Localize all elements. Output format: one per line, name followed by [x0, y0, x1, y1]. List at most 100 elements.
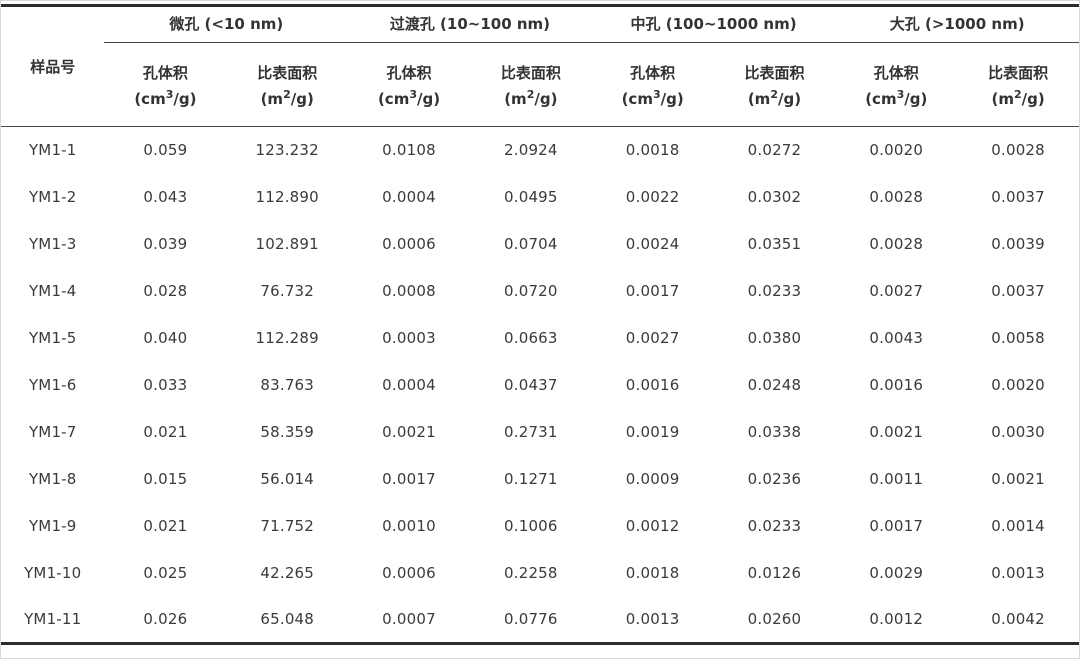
transition-surface-cell: 0.1006	[503, 517, 558, 535]
macropore-volume-cell: 0.0028	[869, 235, 924, 253]
micropore-surface-cell: 42.265	[260, 564, 315, 582]
pore-structure-table: 样品号 微孔 (<10 nm) 过渡孔 (10~100 nm) 中孔 (100~…	[1, 4, 1079, 645]
table-row: YM1-5 0.040 112.289 0.0003 0.0663 0.0027…	[1, 315, 1079, 362]
table-row: YM1-6 0.033 83.763 0.0004 0.0437 0.0016 …	[1, 362, 1079, 409]
mesopore-surface-cell: 0.0380	[747, 329, 802, 347]
micropore-surface-cell: 58.359	[260, 423, 315, 441]
macropore-volume-cell: 0.0021	[869, 423, 924, 441]
micropore-surface-cell: 83.763	[260, 376, 315, 394]
macropore-surface-cell: 0.0020	[991, 376, 1045, 394]
macropore-surface-cell: 0.0037	[991, 282, 1045, 300]
transition-surface-cell: 0.0495	[503, 188, 558, 206]
macropore-volume-cell: 0.0011	[869, 470, 924, 488]
mesopore-surface-cell: 0.0233	[747, 517, 802, 535]
micropore-surface-cell: 112.890	[255, 188, 319, 206]
transition-volume-cell: 0.0021	[382, 423, 436, 441]
column-header-sample: 样品号	[1, 5, 105, 127]
mesopore-volume-cell: 0.0027	[625, 329, 680, 347]
sub-header-row: 孔体积 (cm3/g) 比表面积 (m2/g) 孔体积 (cm3/g) 比表面积…	[1, 42, 1079, 127]
mesopore-volume-cell: 0.0018	[625, 141, 680, 160]
table-row: YM1-2 0.043 112.890 0.0004 0.0495 0.0022…	[1, 174, 1079, 221]
sample-id-cell: YM1-1	[28, 141, 77, 160]
sample-id-cell: YM1-2	[28, 188, 77, 206]
subcolumn-label: 比表面积	[988, 63, 1049, 82]
macropore-volume-cell: 0.0012	[869, 610, 924, 629]
macropore-volume-cell: 0.0027	[869, 282, 924, 300]
column-header-transition-volume: 孔体积 (cm3/g)	[348, 42, 470, 127]
micropore-volume-cell: 0.059	[143, 141, 188, 160]
mesopore-surface-cell: 0.0272	[747, 141, 802, 160]
column-group-micropore: 微孔 (<10 nm)	[104, 5, 349, 43]
mesopore-volume-cell: 0.0017	[625, 282, 680, 300]
micropore-surface-cell: 123.232	[255, 141, 319, 160]
transition-surface-cell: 0.0704	[503, 235, 558, 253]
table-body: YM1-1 0.059 123.232 0.0108 2.0924 0.0018…	[1, 127, 1079, 644]
micropore-volume-cell: 0.025	[143, 564, 188, 582]
macropore-volume-cell: 0.0020	[869, 141, 924, 160]
transition-surface-cell: 0.0663	[503, 329, 558, 347]
subcolumn-unit: (cm3/g)	[621, 87, 684, 108]
micropore-surface-cell: 76.732	[260, 282, 315, 300]
table-row: YM1-10 0.025 42.265 0.0006 0.2258 0.0018…	[1, 550, 1079, 597]
column-header-macropore-surface: 比表面积 (m2/g)	[957, 42, 1079, 127]
transition-volume-cell: 0.0017	[382, 470, 436, 488]
subcolumn-label: 比表面积	[744, 63, 805, 82]
sample-id-cell: YM1-3	[28, 235, 77, 253]
sample-id-cell: YM1-8	[28, 470, 77, 488]
table-row: YM1-9 0.021 71.752 0.0010 0.1006 0.0012 …	[1, 503, 1079, 550]
subcolumn-label: 比表面积	[257, 63, 318, 82]
subcolumn-label: 孔体积	[873, 63, 919, 82]
transition-surface-cell: 0.0720	[503, 282, 558, 300]
micropore-volume-cell: 0.028	[143, 282, 188, 300]
macropore-volume-cell: 0.0043	[869, 329, 924, 347]
sample-id-cell: YM1-7	[28, 423, 77, 441]
macropore-volume-cell: 0.0016	[869, 376, 924, 394]
macropore-surface-cell: 0.0039	[991, 235, 1045, 253]
transition-surface-cell: 2.0924	[503, 141, 558, 160]
micropore-volume-cell: 0.033	[143, 376, 188, 394]
subcolumn-label: 比表面积	[500, 63, 561, 82]
transition-surface-cell: 0.0437	[503, 376, 558, 394]
transition-surface-cell: 0.0776	[503, 610, 558, 629]
mesopore-volume-cell: 0.0016	[625, 376, 680, 394]
sample-id-cell: YM1-5	[28, 329, 77, 347]
mesopore-surface-cell: 0.0260	[747, 610, 802, 629]
micropore-surface-cell: 71.752	[260, 517, 315, 535]
column-group-transition-pore: 过渡孔 (10~100 nm)	[348, 5, 592, 43]
mesopore-surface-cell: 0.0338	[747, 423, 802, 441]
macropore-surface-cell: 0.0042	[991, 610, 1045, 629]
transition-volume-cell: 0.0010	[382, 517, 436, 535]
group-header-row: 样品号 微孔 (<10 nm) 过渡孔 (10~100 nm) 中孔 (100~…	[1, 5, 1079, 127]
mesopore-surface-cell: 0.0248	[747, 376, 802, 394]
sample-id-cell: YM1-11	[24, 610, 82, 629]
transition-surface-cell: 0.2731	[503, 423, 558, 441]
macropore-surface-cell: 0.0021	[991, 470, 1045, 488]
micropore-surface-cell: 112.289	[255, 329, 319, 347]
transition-volume-cell: 0.0006	[382, 564, 436, 582]
mesopore-surface-cell: 0.0351	[747, 235, 802, 253]
micropore-surface-cell: 56.014	[260, 470, 315, 488]
macropore-surface-cell: 0.0030	[991, 423, 1045, 441]
transition-surface-cell: 0.1271	[503, 470, 558, 488]
mesopore-surface-cell: 0.0233	[747, 282, 802, 300]
table-row: YM1-3 0.039 102.891 0.0006 0.0704 0.0024…	[1, 221, 1079, 268]
subcolumn-unit: (m2/g)	[747, 87, 802, 108]
table-row: YM1-1 0.059 123.232 0.0108 2.0924 0.0018…	[1, 127, 1079, 174]
micropore-volume-cell: 0.043	[143, 188, 188, 206]
macropore-surface-cell: 0.0037	[991, 188, 1045, 206]
micropore-volume-cell: 0.015	[143, 470, 188, 488]
column-header-mesopore-surface: 比表面积 (m2/g)	[713, 42, 836, 127]
transition-volume-cell: 0.0007	[382, 610, 436, 629]
micropore-volume-cell: 0.026	[143, 610, 188, 629]
table-row: YM1-8 0.015 56.014 0.0017 0.1271 0.0009 …	[1, 456, 1079, 503]
mesopore-surface-cell: 0.0126	[747, 564, 802, 582]
subcolumn-label: 孔体积	[630, 63, 676, 82]
column-header-macropore-volume: 孔体积 (cm3/g)	[835, 42, 958, 127]
subcolumn-unit: (m2/g)	[504, 87, 558, 108]
table-row: YM1-7 0.021 58.359 0.0021 0.2731 0.0019 …	[1, 409, 1079, 456]
mesopore-volume-cell: 0.0019	[625, 423, 680, 441]
transition-volume-cell: 0.0108	[382, 141, 436, 160]
macropore-volume-cell: 0.0017	[869, 517, 924, 535]
sample-id-cell: YM1-9	[28, 517, 77, 535]
